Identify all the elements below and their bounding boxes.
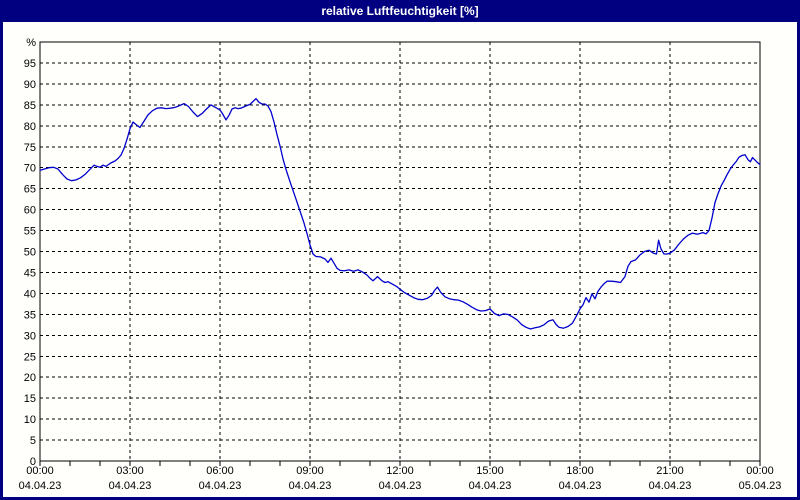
x-date-label: 04.04.23	[379, 480, 422, 492]
y-axis-labels: 0 5 10 15 20 25 30 35 40 45 50 55 60 65 70 75 80 85 90 95%	[24, 37, 36, 468]
grid-lines	[40, 42, 760, 461]
x-date-label: 04.04.23	[649, 480, 692, 492]
y-tick-label: 80	[24, 121, 36, 133]
x-date-label: 04.04.23	[559, 480, 602, 492]
y-tick-label: 65	[24, 184, 36, 196]
x-axis-ticks	[39, 461, 761, 466]
x-time-label: 12:00	[386, 465, 414, 477]
x-date-label: 04.04.23	[469, 480, 512, 492]
x-time-label: 00:00	[26, 465, 54, 477]
y-tick-label: 20	[24, 372, 36, 384]
x-time-label: 09:00	[296, 465, 324, 477]
x-time-label: 00:00	[746, 465, 774, 477]
y-tick-label: 0	[30, 456, 36, 468]
x-time-label: 03:00	[116, 465, 144, 477]
page-title: relative Luftfeuchtigkeit [%]	[321, 4, 479, 18]
x-date-label: 04.04.23	[19, 480, 62, 492]
x-time-label: 21:00	[656, 465, 684, 477]
title-bar: relative Luftfeuchtigkeit [%]	[0, 0, 800, 22]
y-tick-label: 75	[24, 142, 36, 154]
x-time-label: 18:00	[566, 465, 594, 477]
y-tick-label: 30	[24, 330, 36, 342]
y-tick-label: 95	[24, 58, 36, 70]
y-tick-label: 40	[24, 288, 36, 300]
y-tick-label: 35	[24, 309, 36, 321]
x-time-label: 06:00	[206, 465, 234, 477]
x-date-label: 04.04.23	[289, 480, 332, 492]
y-tick-label: 60	[24, 205, 36, 217]
y-tick-label: 10	[24, 414, 36, 426]
y-tick-label: 15	[24, 393, 36, 405]
y-axis-unit-label: %	[26, 37, 36, 49]
x-date-label: 04.04.23	[109, 480, 152, 492]
y-tick-label: 5	[30, 435, 36, 447]
y-tick-label: 70	[24, 163, 36, 175]
y-tick-label: 25	[24, 351, 36, 363]
x-date-label: 05.04.23	[739, 480, 782, 492]
x-axis-labels: 00:00 04.04.23 03:00 04.04.23 06:00 04.04.23 0…	[19, 465, 782, 492]
y-tick-label: 90	[24, 79, 36, 91]
humidity-series-line	[39, 97, 761, 330]
y-tick-label: 55	[24, 226, 36, 238]
y-tick-label: 50	[24, 247, 36, 259]
y-tick-label: 45	[24, 267, 36, 279]
x-date-label: 04.04.23	[199, 480, 242, 492]
x-time-label: 15:00	[476, 465, 504, 477]
y-tick-label: 85	[24, 100, 36, 112]
chart-area: 0 5 10 15 20 25 30 35 40 45 50 55 60 65 70 75 80 85 90 95% 0…	[3, 22, 797, 497]
